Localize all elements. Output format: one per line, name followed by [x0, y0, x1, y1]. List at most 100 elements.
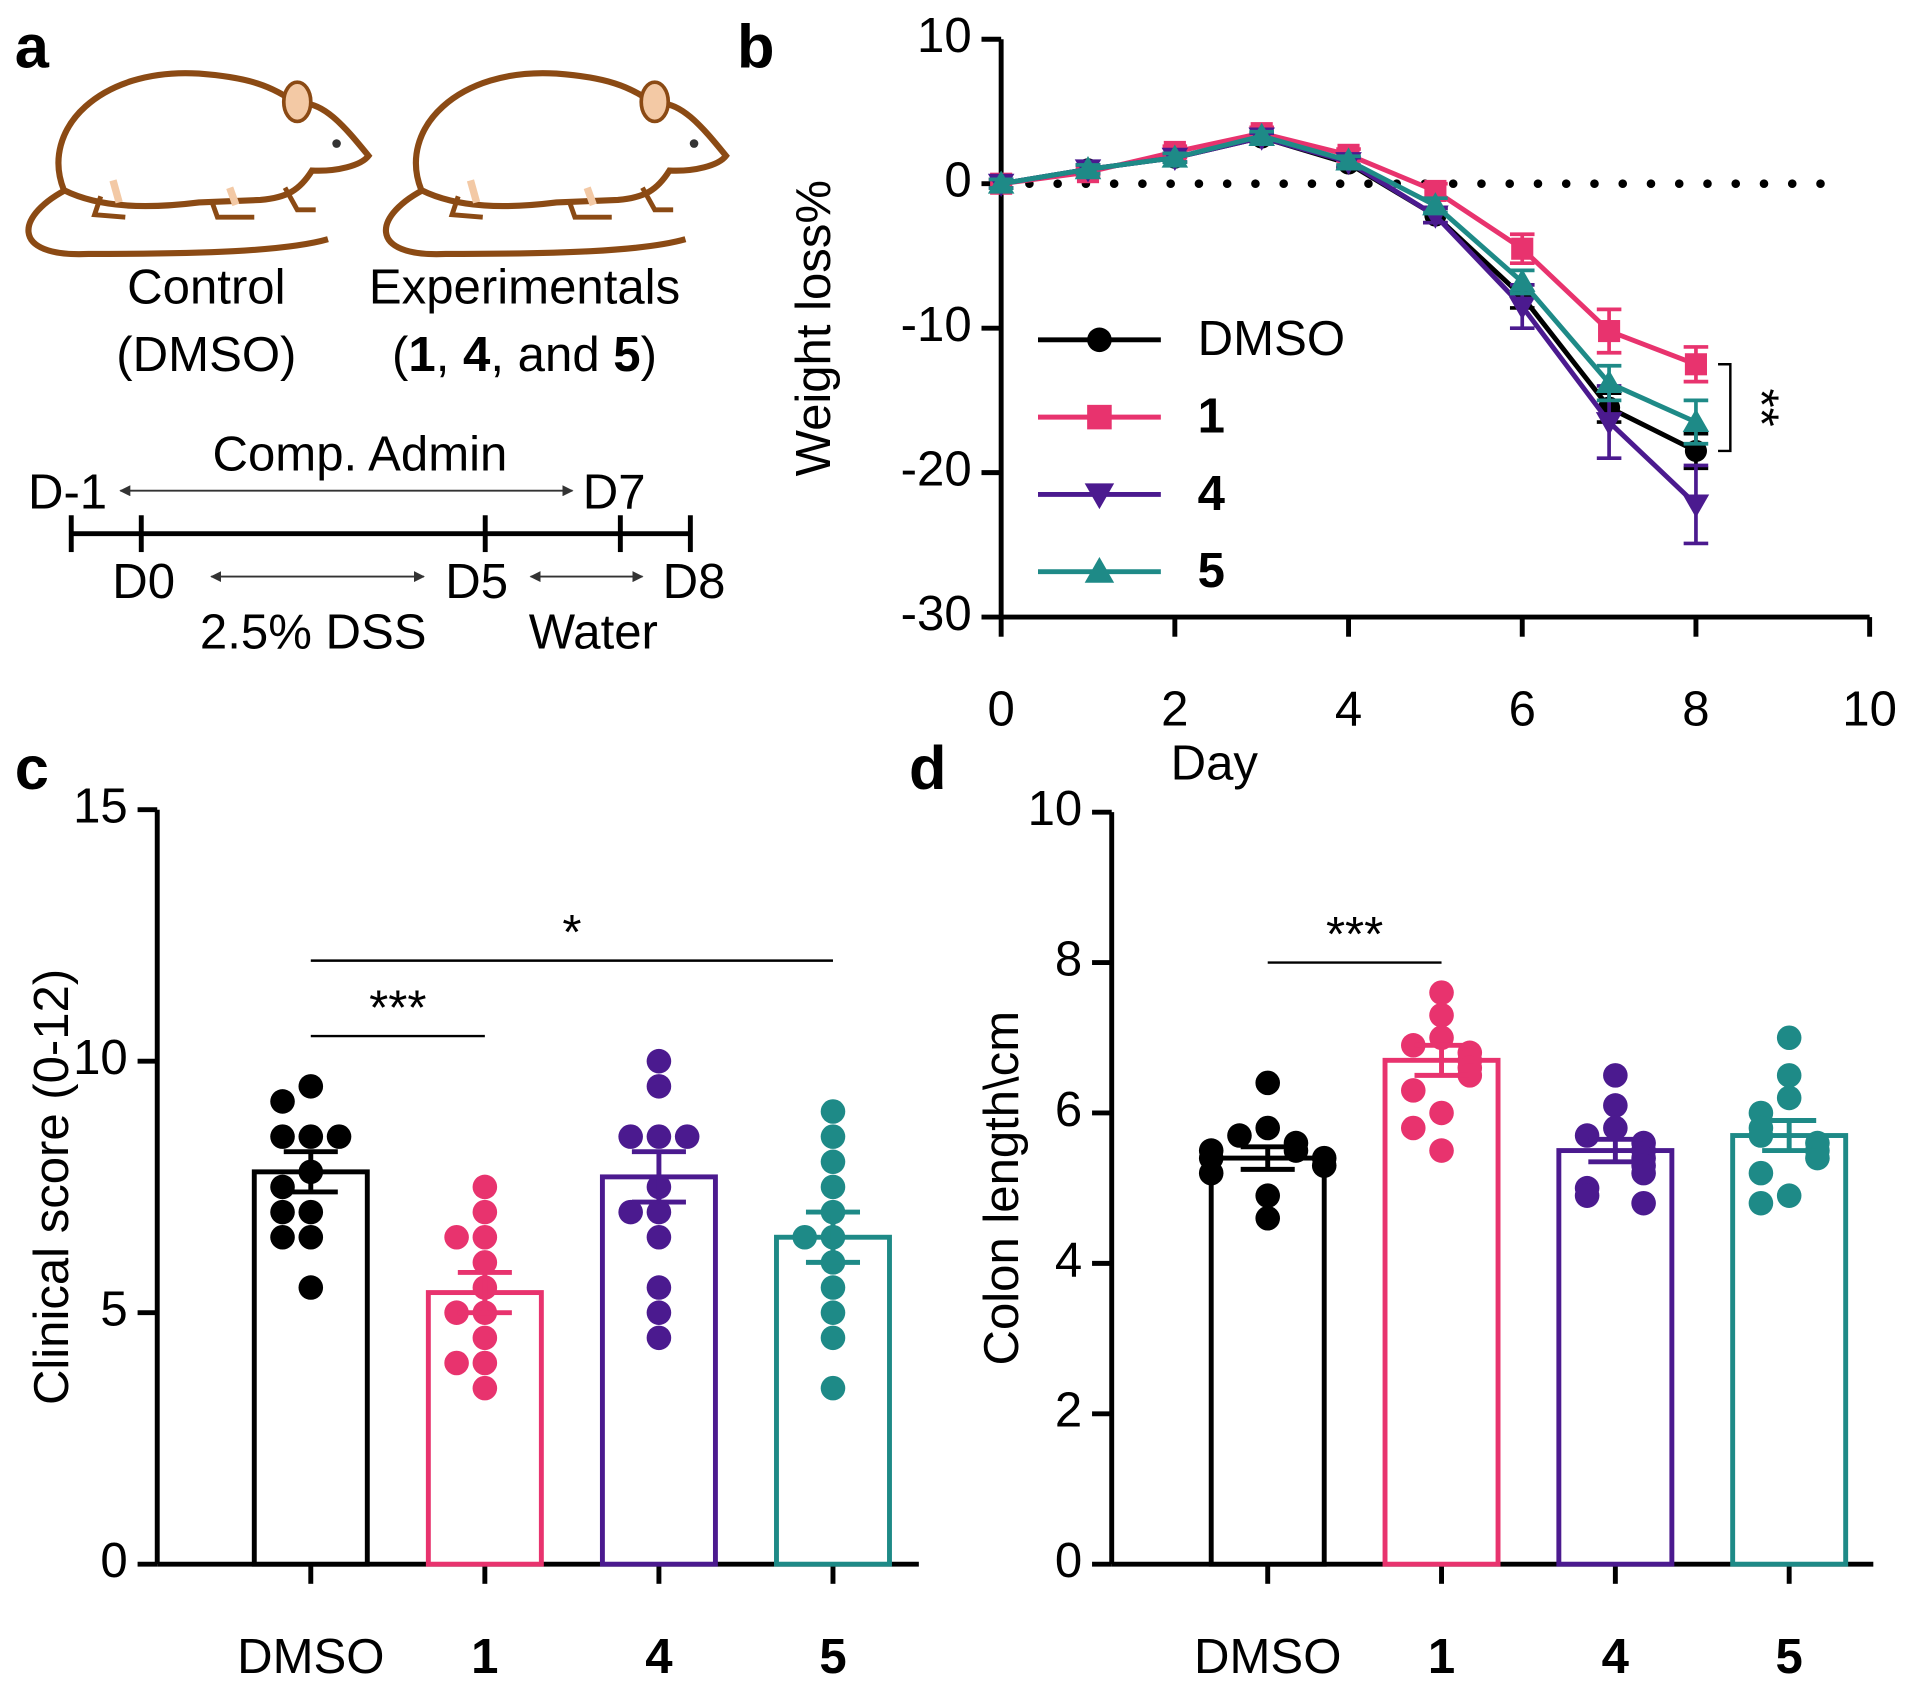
error-bar	[805, 1209, 861, 1265]
y-axis-label: Weight loss%	[787, 180, 841, 476]
rat-icon	[386, 73, 726, 254]
y-axis-label: Clinical score (0-12)	[25, 969, 79, 1405]
data-point	[444, 1300, 469, 1325]
legend-label: 1	[1198, 390, 1225, 444]
marker	[1084, 556, 1115, 583]
timeline-label: D8	[663, 555, 726, 609]
data-point	[298, 1275, 324, 1300]
timeline-label: D-1	[28, 466, 107, 520]
data-point	[1776, 1063, 1802, 1088]
timeline-label: D7	[583, 466, 646, 520]
data-point	[820, 1325, 846, 1351]
data-point	[792, 1224, 818, 1250]
bar	[1382, 1057, 1501, 1567]
error-bar	[1414, 1042, 1469, 1078]
group-label: Experimentals	[369, 261, 680, 315]
x-tick-label: 4	[1335, 683, 1362, 737]
x-tick-label: 0	[987, 683, 1014, 737]
x-tick-label: 5	[1776, 1630, 1803, 1684]
data-point	[270, 1124, 295, 1149]
panel-label: d	[909, 734, 947, 803]
marker	[1684, 353, 1707, 376]
data-point	[1429, 1100, 1454, 1126]
data-point	[646, 1074, 672, 1099]
y-tick-label: -30	[901, 587, 972, 641]
data-point	[820, 1099, 846, 1124]
data-point	[1400, 1078, 1426, 1103]
data-point	[1429, 980, 1454, 1005]
x-tick-label: 4	[1602, 1630, 1630, 1684]
legend-label: 5	[1198, 544, 1225, 598]
data-point	[472, 1174, 498, 1200]
data-point	[1429, 1138, 1454, 1163]
data-point	[270, 1174, 295, 1200]
x-tick-label: 10	[1842, 683, 1897, 737]
error-bar	[457, 1269, 512, 1316]
significance-label: **	[1733, 389, 1787, 427]
label-part: 4	[463, 328, 491, 382]
series-line	[1000, 133, 1697, 425]
x-tick-label: 1	[1428, 1630, 1455, 1684]
data-point	[820, 1124, 846, 1149]
y-tick-label: 0	[100, 1534, 127, 1588]
data-point	[1603, 1063, 1628, 1088]
data-point	[1283, 1138, 1309, 1163]
timeline-label: D5	[445, 555, 508, 609]
data-point	[298, 1199, 324, 1225]
marker	[1682, 494, 1710, 518]
data-point	[1400, 1033, 1426, 1058]
error-bar	[1588, 1136, 1643, 1165]
error-bar	[283, 1149, 338, 1195]
data-point	[444, 1350, 469, 1376]
data-point	[646, 1325, 672, 1351]
legend-label: DMSO	[1198, 312, 1345, 366]
data-point	[472, 1199, 498, 1225]
timeline-label: D0	[112, 555, 175, 609]
marker	[1595, 412, 1623, 436]
data-point	[646, 1048, 672, 1074]
data-point	[1255, 1115, 1280, 1141]
marker	[1161, 144, 1189, 168]
data-point	[1603, 1115, 1628, 1141]
data-point	[1311, 1153, 1337, 1178]
x-tick-label: 4	[645, 1630, 673, 1684]
legend-label: 4	[1198, 467, 1226, 521]
data-point	[444, 1224, 469, 1250]
significance-label: *	[562, 906, 581, 960]
error-bar	[1240, 1144, 1295, 1172]
group-label: (DMSO)	[116, 328, 296, 382]
data-point	[646, 1124, 672, 1149]
significance-bracket	[1718, 363, 1732, 453]
data-point	[472, 1250, 498, 1275]
data-point	[646, 1224, 672, 1250]
label-part: 1	[408, 328, 435, 382]
label-part: , and	[490, 328, 613, 382]
data-point	[1457, 1063, 1483, 1088]
data-point	[270, 1199, 295, 1225]
x-tick-label: 1	[471, 1630, 498, 1684]
marker	[1508, 268, 1536, 292]
data-point	[1574, 1123, 1600, 1148]
data-point	[1400, 1115, 1426, 1141]
data-point	[646, 1199, 672, 1225]
group-label: (1, 4, and 5)	[392, 328, 657, 382]
marker	[1682, 408, 1710, 433]
timeline-arrows	[119, 485, 644, 583]
x-tick-label: DMSO	[1194, 1630, 1341, 1684]
data-point	[1776, 1025, 1802, 1051]
data-point	[820, 1149, 846, 1175]
bar	[1556, 1148, 1675, 1567]
significance-label: ***	[369, 981, 426, 1035]
marker	[987, 170, 1015, 194]
data-point	[298, 1074, 324, 1099]
data-point	[1255, 1183, 1280, 1208]
data-point	[1631, 1190, 1656, 1216]
data-point	[1255, 1205, 1280, 1231]
label-part: )	[641, 328, 657, 382]
label-part: 5	[613, 328, 640, 382]
rat-icon	[28, 73, 368, 254]
data-point	[1227, 1123, 1252, 1148]
y-tick-label: 15	[73, 780, 128, 834]
y-tick-label: 0	[944, 154, 971, 208]
